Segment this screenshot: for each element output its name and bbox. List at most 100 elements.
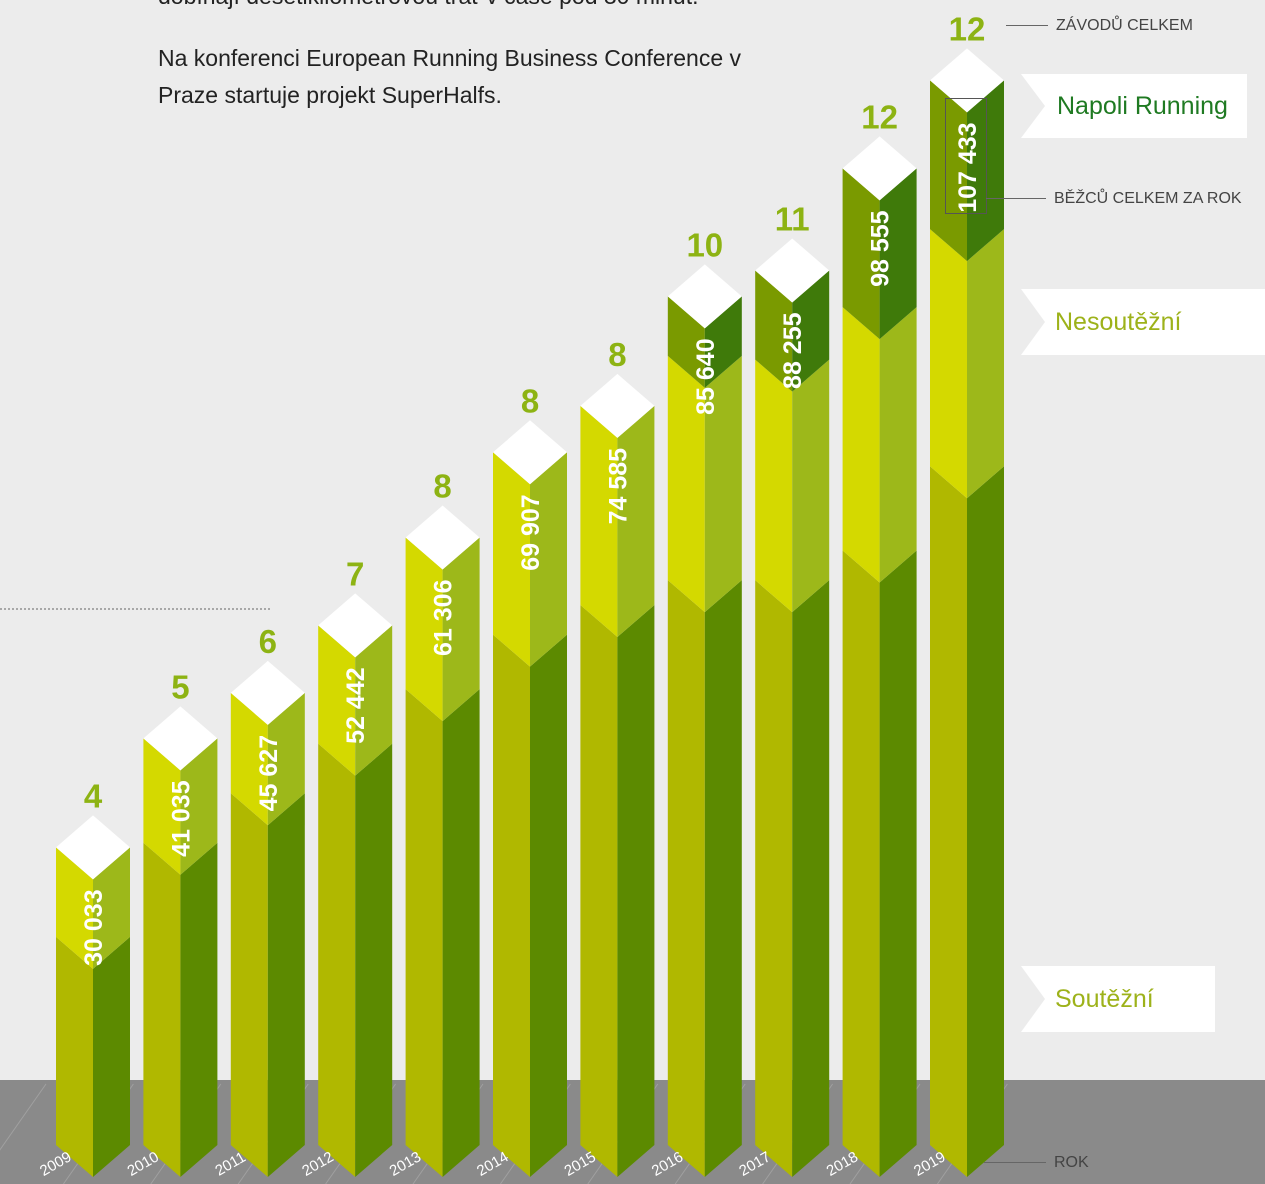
- bar-segment-side: [93, 936, 130, 1177]
- race-count-label: 12: [949, 10, 986, 47]
- bar-cap: [580, 373, 655, 438]
- bar-segment-front: [56, 847, 93, 969]
- bar-segment-side: [442, 689, 480, 1177]
- runners-total-value: 85 640: [692, 338, 720, 414]
- runners-total-value: 45 627: [255, 735, 283, 811]
- floor-tick: [0, 1083, 47, 1151]
- bar-segment-side: [792, 359, 830, 613]
- bar-segment-front: [842, 168, 880, 340]
- bar-segment-side: [704, 355, 742, 613]
- bar-segment-side: [93, 847, 130, 969]
- bar-segment-front: [842, 550, 880, 1177]
- runners-total-value: 107 433: [954, 122, 982, 212]
- bar-segment-front: [842, 307, 880, 583]
- bar-segment-front: [318, 743, 356, 1177]
- bar-cap: [493, 420, 567, 485]
- bar-segment-side: [879, 168, 917, 340]
- legend-napoli-label: Napoli Running: [1057, 91, 1228, 120]
- bar-cap: [56, 815, 130, 880]
- bar-cap: [318, 593, 393, 658]
- race-count-label: 8: [433, 468, 451, 505]
- bar-segment-front: [667, 355, 705, 613]
- bar-segment-side: [355, 625, 393, 776]
- runners-total-annotation: BĚŽCŮ CELKEM ZA ROK: [986, 190, 1242, 208]
- race-count-label: 4: [84, 777, 103, 814]
- bar-segment-side: [967, 229, 1004, 499]
- bar-cap: [405, 505, 480, 570]
- year-annotation: ROK: [984, 1154, 1089, 1172]
- legend-soutezni-label: Soutěžní: [1055, 984, 1154, 1013]
- bar-cap: [842, 136, 917, 201]
- bar-segment-front: [667, 580, 705, 1177]
- bar-segment-front: [667, 296, 705, 388]
- bar-segment-side: [530, 452, 567, 667]
- bar-segment-front: [56, 936, 93, 1177]
- legend-napoli-running: Napoli Running: [1021, 74, 1247, 138]
- race-count-label: 8: [521, 382, 539, 419]
- bar-segment-front: [143, 738, 181, 875]
- intro-line-2: Na konferenci European Running Business …: [158, 45, 742, 108]
- bar-segment-side: [792, 270, 830, 392]
- legend-notch: [1021, 74, 1045, 138]
- runners-total-value: 74 585: [604, 448, 632, 525]
- bar-segment-side: [267, 793, 305, 1177]
- bar-segment-side: [879, 307, 917, 583]
- bar-cap: [755, 238, 830, 303]
- race-count-label: 11: [775, 200, 810, 237]
- bar-segment-side: [967, 466, 1004, 1177]
- race-count-label: 12: [861, 98, 898, 135]
- race-count-label: 6: [259, 623, 277, 660]
- race-count-label: 7: [346, 555, 364, 592]
- bar-segment-front: [318, 625, 356, 776]
- bar-segment-front: [755, 580, 793, 1177]
- runners-total-value: 61 306: [430, 580, 458, 656]
- race-count-label: 8: [608, 336, 626, 373]
- bar-cap: [230, 660, 305, 725]
- runners-total-value: 41 035: [167, 780, 195, 857]
- bar-segment-side: [530, 634, 567, 1177]
- legend-soutezni: Soutěžní: [1021, 966, 1215, 1032]
- races-total-label: ZÁVODŮ CELKEM: [1056, 17, 1193, 34]
- bar-segment-front: [493, 634, 530, 1177]
- bar-segment-side: [704, 296, 742, 388]
- runners-total-value: 88 255: [779, 312, 807, 389]
- bar-segment-front: [755, 270, 793, 392]
- bar-segment-front: [405, 689, 443, 1177]
- race-count-label: 5: [171, 668, 189, 705]
- runners-total-value: 98 555: [867, 210, 895, 287]
- bar-segment-side: [180, 842, 218, 1177]
- bar-segment-front: [930, 80, 967, 262]
- bar-segment-front: [230, 692, 268, 826]
- legend-notch: [1021, 966, 1045, 1032]
- bar-segment-front: [143, 842, 181, 1177]
- bar-cap: [930, 48, 1004, 113]
- legend-nesoutezni-label: Nesoutěžní: [1055, 307, 1182, 336]
- bar-segment-front: [930, 466, 967, 1177]
- bar-segment-side: [355, 743, 393, 1177]
- runners-total-label: BĚŽCŮ CELKEM ZA ROK: [1054, 190, 1242, 207]
- intro-line-1: dobíhají desetikilometrovou trať v čase …: [158, 0, 798, 15]
- races-total-annotation: ZÁVODŮ CELKEM: [1006, 17, 1193, 35]
- year-annotation-label: ROK: [1054, 1154, 1089, 1171]
- dotted-divider: [0, 608, 270, 610]
- total-highlight-box: [945, 98, 987, 214]
- bar-segment-front: [493, 452, 530, 667]
- bar-segment-side: [180, 738, 218, 875]
- bar-segment-side: [267, 692, 305, 826]
- bar-segment-side: [704, 580, 742, 1177]
- bar-segment-front: [580, 604, 618, 1177]
- bar-segment-front: [405, 537, 443, 722]
- bar-segment-side: [967, 80, 1004, 262]
- legend-notch: [1021, 289, 1045, 355]
- bar-segment-front: [580, 405, 618, 637]
- legend-nesoutezni: Nesoutěžní: [1021, 289, 1265, 355]
- race-count-label: 10: [686, 226, 723, 263]
- bar-segment-side: [792, 580, 830, 1177]
- bar-segment-side: [879, 550, 917, 1177]
- runners-total-value: 69 907: [517, 494, 545, 570]
- bar-segment-front: [755, 359, 793, 613]
- runners-total-value: 30 033: [80, 889, 108, 965]
- bar-segment-side: [617, 604, 655, 1177]
- bar-cap: [143, 706, 218, 771]
